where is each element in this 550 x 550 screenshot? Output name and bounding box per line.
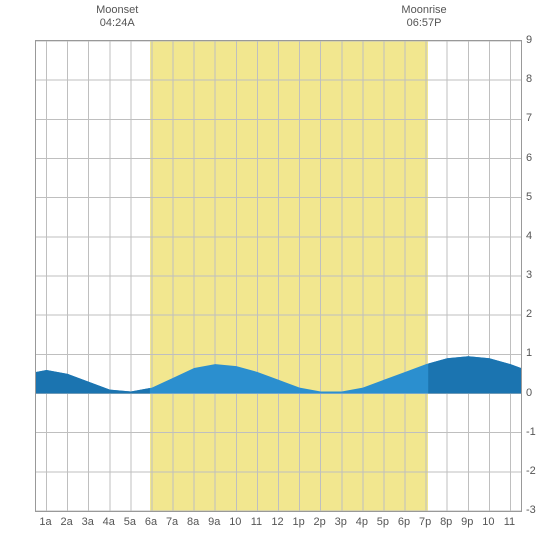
x-tick-label: 3a [82, 516, 94, 528]
y-tick-label: -1 [526, 426, 536, 438]
x-tick-label: 1a [39, 516, 51, 528]
x-tick-label: 11 [504, 516, 515, 528]
x-tick-label: 10 [229, 516, 241, 528]
annotation-time: 04:24A [96, 17, 138, 30]
x-tick-label: 1p [292, 516, 304, 528]
x-tick-label: 6p [398, 516, 410, 528]
y-tick-label: 6 [526, 152, 532, 164]
annotation-title: Moonrise [401, 4, 446, 17]
x-tick-label: 6a [145, 516, 157, 528]
y-tick-label: 3 [526, 269, 532, 281]
x-tick-label: 8a [187, 516, 199, 528]
y-tick-label: 0 [526, 387, 532, 399]
x-tick-label: 12 [271, 516, 283, 528]
y-tick-label: 7 [526, 112, 532, 124]
y-tick-label: -2 [526, 465, 536, 477]
x-tick-label: 4a [103, 516, 115, 528]
x-tick-label: 9p [461, 516, 473, 528]
x-tick-label: 7p [419, 516, 431, 528]
annotation-time: 06:57P [401, 17, 446, 30]
chart-annotation: Moonrise06:57P [401, 4, 446, 30]
y-tick-label: 5 [526, 191, 532, 203]
x-tick-label: 5a [124, 516, 136, 528]
y-tick-label: 8 [526, 73, 532, 85]
x-tick-label: 11 [251, 516, 262, 528]
tide-chart: Moonset04:24AMoonrise06:57P -3-2-1012345… [0, 0, 550, 550]
tide-area [36, 41, 521, 511]
x-tick-label: 10 [482, 516, 494, 528]
x-tick-label: 3p [335, 516, 347, 528]
x-tick-label: 4p [356, 516, 368, 528]
x-tick-label: 8p [440, 516, 452, 528]
y-tick-label: 2 [526, 308, 532, 320]
y-tick-label: -3 [526, 504, 536, 516]
chart-annotation: Moonset04:24A [96, 4, 138, 30]
y-tick-label: 9 [526, 34, 532, 46]
y-tick-label: 1 [526, 347, 532, 359]
plot-area [35, 40, 522, 512]
x-tick-label: 9a [208, 516, 220, 528]
x-tick-label: 5p [377, 516, 389, 528]
annotation-row: Moonset04:24A Moonrise06:57P [0, 4, 550, 38]
annotation-title: Moonset [96, 4, 138, 17]
x-tick-label: 2p [314, 516, 326, 528]
y-tick-label: 4 [526, 230, 532, 242]
x-tick-label: 2a [61, 516, 73, 528]
x-tick-label: 7a [166, 516, 178, 528]
